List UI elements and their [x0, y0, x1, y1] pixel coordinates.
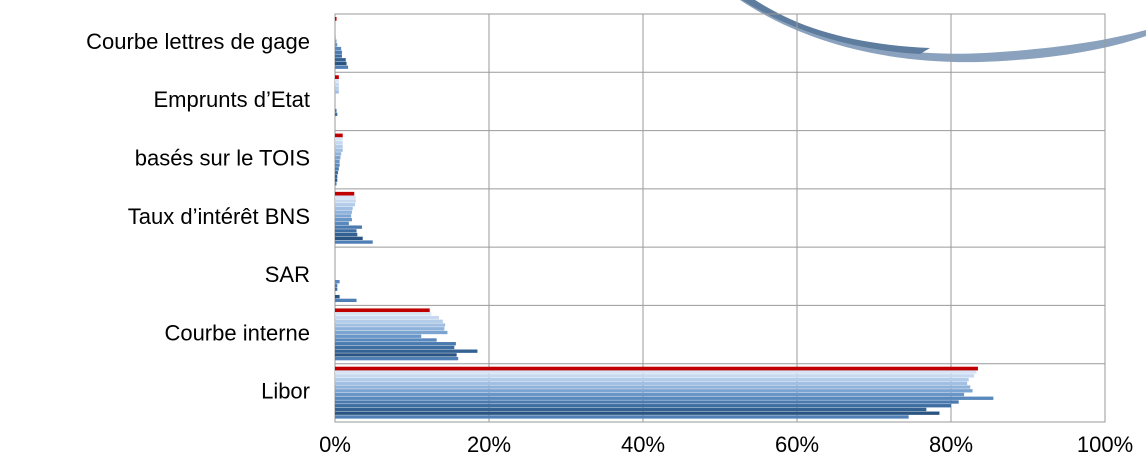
x-tick-label: 20% — [467, 432, 511, 457]
bar — [335, 334, 422, 338]
y-tick-label: SAR — [265, 262, 310, 287]
x-tick-label: 100% — [1077, 432, 1133, 457]
bar — [335, 396, 994, 400]
bar — [335, 370, 977, 374]
bar — [335, 108, 337, 113]
bar — [335, 65, 349, 69]
bar — [335, 385, 971, 389]
bar — [335, 46, 342, 51]
bar — [335, 319, 443, 323]
bar — [335, 353, 457, 357]
bar — [335, 43, 338, 47]
bar — [335, 206, 353, 211]
bar — [335, 35, 336, 40]
bar — [335, 338, 437, 342]
bar — [335, 366, 978, 371]
bar — [335, 411, 940, 415]
bar — [335, 400, 959, 404]
bar — [335, 39, 337, 43]
bar — [335, 315, 439, 320]
bar — [335, 144, 343, 149]
bar — [335, 50, 342, 54]
y-tick-label: Courbe lettres de gage — [86, 29, 310, 54]
bar — [335, 54, 342, 58]
decorative-swoosh — [740, 0, 1146, 63]
bar — [335, 214, 352, 218]
bar — [335, 79, 339, 83]
bar — [335, 345, 455, 350]
y-tick-label: Libor — [261, 379, 310, 404]
x-tick-label: 80% — [929, 432, 973, 457]
y-tick-label: Emprunts d’Etat — [153, 87, 310, 112]
bar — [335, 170, 339, 175]
bar — [335, 229, 357, 233]
bar — [335, 182, 337, 186]
bar — [335, 86, 339, 90]
bar — [335, 90, 339, 94]
decorative-swoosh-dark — [742, 0, 930, 54]
bar — [335, 356, 459, 361]
bar — [335, 225, 362, 229]
bar — [335, 218, 352, 222]
x-tick-label: 40% — [621, 432, 665, 457]
bar — [335, 178, 338, 182]
bar — [335, 392, 965, 397]
bar — [335, 155, 341, 160]
bar — [335, 221, 349, 226]
bar — [335, 323, 446, 327]
bar — [335, 298, 357, 303]
y-tick-label: Courbe interne — [164, 320, 310, 345]
bar — [335, 58, 346, 62]
bar — [335, 407, 927, 412]
bar — [335, 287, 338, 291]
bar — [335, 283, 338, 288]
bar — [335, 191, 355, 196]
bar — [335, 342, 456, 346]
bar — [335, 240, 373, 244]
bar — [335, 137, 343, 141]
y-tick-label: Taux d’intérêt BNS — [128, 204, 310, 229]
plot-area: 0% 20% 40% 60% 80% 100% Courbe lettres de gage… — [86, 13, 1133, 457]
bar — [335, 159, 340, 164]
bar — [335, 404, 951, 408]
bar — [335, 152, 342, 156]
bar — [335, 163, 340, 167]
y-tick-label: basés sur le TOIS — [135, 146, 310, 171]
bar — [335, 415, 909, 419]
bar — [335, 327, 445, 331]
bar — [335, 133, 343, 138]
x-tick-label: 60% — [775, 432, 819, 457]
bar — [335, 377, 969, 382]
bar — [335, 174, 338, 178]
plot-border — [334, 13, 1106, 423]
bar — [335, 349, 478, 353]
bar — [335, 236, 363, 241]
bar — [335, 141, 343, 145]
bar — [335, 112, 338, 116]
bar — [335, 308, 430, 313]
bar — [335, 312, 432, 316]
bar — [335, 203, 356, 207]
bar — [335, 330, 448, 335]
x-tick-label: 0% — [319, 432, 351, 457]
bar — [335, 294, 340, 299]
bar — [335, 389, 973, 393]
bar — [335, 210, 352, 214]
bar — [335, 82, 339, 87]
bar — [335, 17, 337, 21]
bar — [335, 232, 358, 237]
bar — [335, 75, 339, 80]
bar — [335, 381, 968, 385]
bar — [335, 61, 347, 66]
bar — [335, 195, 356, 199]
bar — [335, 280, 340, 284]
bar — [335, 148, 343, 152]
bar — [335, 374, 975, 378]
bar — [335, 199, 356, 203]
bar — [335, 167, 339, 171]
